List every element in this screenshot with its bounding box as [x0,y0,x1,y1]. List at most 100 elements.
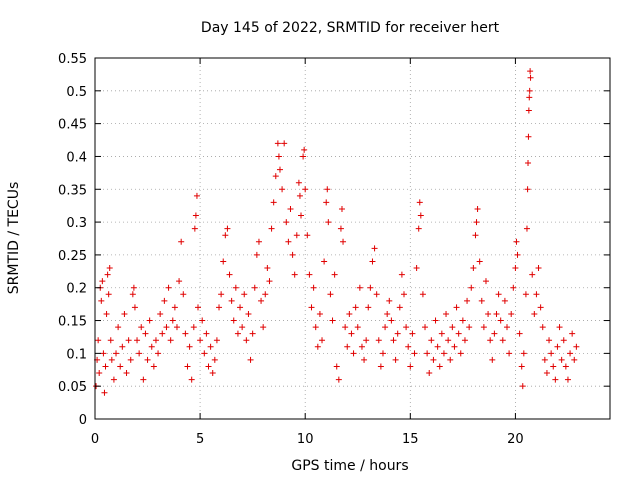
data-point [558,356,565,363]
data-point [470,265,477,272]
data-point [552,376,559,383]
data-point [243,337,250,344]
data-point [392,356,399,363]
data-point [411,350,418,357]
data-point [523,225,530,232]
data-point [350,350,357,357]
data-point [165,284,172,291]
data-point [209,370,216,377]
data-point [573,343,580,350]
y-tick-label: 0.05 [58,380,87,395]
data-point [476,258,483,265]
data-point [415,225,422,232]
data-point [268,225,275,232]
data-point [310,284,317,291]
data-point [142,330,149,337]
data-point [152,337,159,344]
data-point [438,330,445,337]
data-point [314,343,321,350]
data-point [499,337,506,344]
data-point [295,179,302,186]
data-point [121,310,128,317]
data-point [384,310,391,317]
x-tick-label: 0 [91,432,99,447]
data-point [105,291,112,298]
data-point [226,271,233,278]
data-point [106,265,113,272]
data-point [453,304,460,311]
data-point [474,205,481,212]
data-point [546,337,553,344]
data-point [287,205,294,212]
data-point [130,284,137,291]
data-point [285,238,292,245]
data-point [115,324,122,331]
data-point [506,350,513,357]
data-point [197,337,204,344]
data-point [308,304,315,311]
chart-title: Day 145 of 2022, SRMTID for receiver her… [201,20,500,36]
axis-ticks [94,57,610,420]
data-point [99,278,106,285]
data-point [316,310,323,317]
data-point [346,310,353,317]
data-point [253,251,260,258]
data-point [520,350,527,357]
data-point [482,278,489,285]
data-point [266,278,273,285]
data-point [157,310,164,317]
data-point [301,146,308,153]
data-point [191,225,198,232]
data-point [98,297,105,304]
data-point [108,356,115,363]
data-point [260,324,267,331]
x-tick-label: 10 [297,432,314,447]
data-point [571,356,578,363]
y-tick-label: 0.4 [66,150,87,165]
data-point [335,376,342,383]
data-point [107,337,114,344]
data-point [102,363,109,370]
data-point [514,251,521,258]
data-point [344,343,351,350]
data-point [279,186,286,193]
data-point [434,343,441,350]
data-point [539,324,546,331]
data-point [312,324,319,331]
data-point [289,251,296,258]
data-point [173,324,180,331]
data-point [123,370,130,377]
x-axis-tick-labels: 0 5 10 15 20 [91,432,524,447]
data-point [537,304,544,311]
data-point [247,356,254,363]
data-point [468,284,475,291]
x-tick-label: 15 [402,432,419,447]
data-point [163,324,170,331]
data-point [262,291,269,298]
data-point [413,265,420,272]
data-point [464,297,471,304]
x-tick-label: 5 [196,432,204,447]
data-point [348,330,355,337]
data-point [323,199,330,206]
data-point [218,291,225,298]
data-point [190,324,197,331]
data-point [304,232,311,239]
data-point [255,238,262,245]
data-point [333,363,340,370]
data-point [569,330,576,337]
data-point [512,265,519,272]
data-point [416,199,423,206]
data-point [525,133,532,140]
data-point [491,330,498,337]
data-point [222,232,229,239]
data-point [525,160,532,167]
data-point [113,350,120,357]
data-point [110,376,117,383]
data-point [228,297,235,304]
data-point [193,192,200,199]
data-point [195,304,201,311]
data-point [245,310,252,317]
data-point [148,343,155,350]
data-point [293,232,300,239]
